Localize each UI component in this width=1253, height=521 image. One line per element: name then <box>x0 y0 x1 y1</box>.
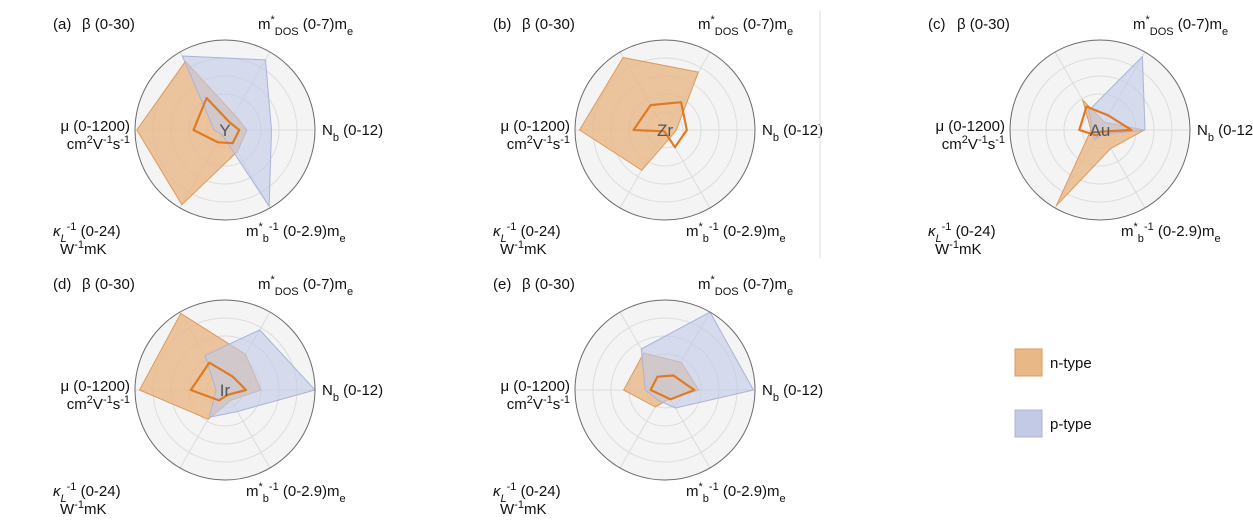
axis-label-mb: m*b-1 (0-2.9)me <box>1121 221 1221 245</box>
radar-outer-ring <box>1009 39 1191 221</box>
center-label: Au <box>1090 121 1111 140</box>
radar-panel: Y (a) β (0-30) m*DOS (0-7)me Nb (0-12) m*b-1 … <box>53 14 383 258</box>
radar-outer-ring <box>574 39 756 221</box>
legend-label-p-type: p-type <box>1050 416 1092 433</box>
radar-panel: (e) β (0-30) m*DOS (0-7)me Nb (0-12) m*b-1 (… <box>493 274 823 518</box>
axis-label-mu: μ (0-1200) <box>500 118 570 135</box>
axis-label-nb: Nb (0-12) <box>322 122 383 144</box>
radar-panel: Au (c) β (0-30) m*DOS (0-7)me Nb (0-12) m*b-1… <box>928 14 1253 258</box>
axis-label-mdos: m*DOS (0-7)me <box>1133 14 1228 38</box>
axis-label-mu-unit: cm2V-1s-1 <box>67 394 130 413</box>
radar-panel: Zr (b) β (0-30) m*DOS (0-7)me Nb (0-12) m*b-1… <box>493 14 823 258</box>
axis-label-kappa-unit: W-1mK <box>60 239 106 258</box>
inner-outline-polygon <box>632 101 688 149</box>
radar-outer-ring <box>134 299 316 481</box>
axis-label-beta: β (0-30) <box>957 16 1010 33</box>
axis-label-mu: μ (0-1200) <box>60 118 130 135</box>
inner-outline-polygon <box>649 374 696 401</box>
axis-label-mu-unit: cm2V-1s-1 <box>507 134 570 153</box>
axis-label-mb: m*b-1 (0-2.9)me <box>686 481 786 505</box>
axis-label-mdos: m*DOS (0-7)me <box>698 14 793 38</box>
axis-label-kappa: κL-1 (0-24) <box>53 221 121 245</box>
panel-label: (b) <box>493 16 511 33</box>
axis-label-mb: m*b-1 (0-2.9)me <box>246 481 346 505</box>
radar-panel: Ir (d) β (0-30) m*DOS (0-7)me Nb (0-12) m*b-1… <box>53 274 383 518</box>
axis-label-beta: β (0-30) <box>82 276 135 293</box>
legend-label-n-type: n-type <box>1050 355 1092 372</box>
axis-label-mu: μ (0-1200) <box>935 118 1005 135</box>
axis-label-nb: Nb (0-12) <box>762 382 823 404</box>
legend-swatch-n-type <box>1014 348 1043 377</box>
axis-label-beta: β (0-30) <box>522 16 575 33</box>
axis-label-kappa: κL-1 (0-24) <box>493 221 561 245</box>
axis-label-beta: β (0-30) <box>82 16 135 33</box>
axis-label-kappa-unit: W-1mK <box>500 239 546 258</box>
axis-label-mdos: m*DOS (0-7)me <box>698 274 793 298</box>
axis-label-mdos: m*DOS (0-7)me <box>258 274 353 298</box>
axis-label-mb: m*b-1 (0-2.9)me <box>246 221 346 245</box>
axis-label-mu-unit: cm2V-1s-1 <box>942 134 1005 153</box>
axis-label-kappa-unit: W-1mK <box>935 239 981 258</box>
inner-outline-polygon <box>192 96 241 145</box>
panel-label: (e) <box>493 276 511 293</box>
axis-label-mdos: m*DOS (0-7)me <box>258 14 353 38</box>
axis-label-kappa-unit: W-1mK <box>60 499 106 518</box>
axis-label-kappa: κL-1 (0-24) <box>493 481 561 505</box>
series-p-type-polygon <box>181 55 272 207</box>
axis-label-nb: Nb (0-12) <box>322 382 383 404</box>
axis-label-nb: Nb (0-12) <box>762 122 823 144</box>
series-p-type-polygon <box>204 329 316 418</box>
radar-outer-ring <box>134 39 316 221</box>
axis-label-kappa-unit: W-1mK <box>500 499 546 518</box>
axis-label-kappa: κL-1 (0-24) <box>928 221 996 245</box>
series-p-type-polygon <box>1088 56 1146 141</box>
axis-label-mu-unit: cm2V-1s-1 <box>67 134 130 153</box>
axis-label-mb: m*b-1 (0-2.9)me <box>686 221 786 245</box>
axis-label-mu: μ (0-1200) <box>60 378 130 395</box>
axis-label-nb: Nb (0-12) <box>1197 122 1253 144</box>
center-label: Y <box>219 121 230 140</box>
inner-outline-polygon <box>1078 105 1133 137</box>
inner-outline-polygon <box>189 361 248 402</box>
axis-label-beta: β (0-30) <box>522 276 575 293</box>
axis-label-mu-unit: cm2V-1s-1 <box>507 394 570 413</box>
panel-label: (a) <box>53 16 71 33</box>
center-label: Zr <box>657 121 673 140</box>
center-label: Ir <box>220 381 231 400</box>
axis-label-kappa: κL-1 (0-24) <box>53 481 121 505</box>
panel-label: (d) <box>53 276 71 293</box>
legend-swatch-p-type <box>1014 409 1043 438</box>
axis-label-mu: μ (0-1200) <box>500 378 570 395</box>
radar-outer-ring <box>574 299 756 481</box>
panel-label: (c) <box>928 16 946 33</box>
legend: n-type p-type <box>1014 348 1092 438</box>
